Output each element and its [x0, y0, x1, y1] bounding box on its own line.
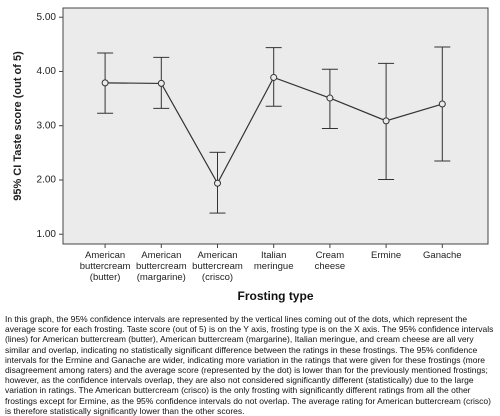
y-axis-title: 95% CI Taste score (out of 5) [12, 51, 24, 201]
y-tick-label: 4.00 [37, 66, 57, 77]
x-tick-label: American buttercream (crisco) [192, 250, 243, 283]
y-tick-label: 2.00 [37, 175, 57, 186]
x-tick-label: Ermine [371, 250, 402, 261]
y-tick-label: 3.00 [37, 120, 57, 131]
mean-point [438, 100, 446, 108]
y-tick-label: 5.00 [37, 12, 57, 23]
mean-point [101, 79, 109, 87]
y-tick-label: 1.00 [37, 229, 57, 240]
chart: 95% CI Taste score (out of 5) 1.00 2.00 3.… [12, 7, 489, 248]
mean-point [270, 73, 278, 81]
mean-point [326, 94, 334, 102]
x-axis-title: Frosting type [237, 289, 314, 303]
mean-point [157, 79, 165, 87]
x-tick-label: American buttercream (margarine) [135, 250, 187, 283]
x-tick-label: American buttercream (butter) [79, 250, 131, 283]
x-tick-label: Ganache [423, 250, 462, 261]
plot-area [62, 7, 489, 245]
mean-point [214, 179, 221, 187]
x-tick-label: Italian meringue [253, 250, 294, 272]
x-tick-label: Cream cheese [314, 250, 346, 272]
mean-point [382, 117, 390, 125]
caption: In this graph, the 95% confidence interv… [5, 314, 494, 416]
